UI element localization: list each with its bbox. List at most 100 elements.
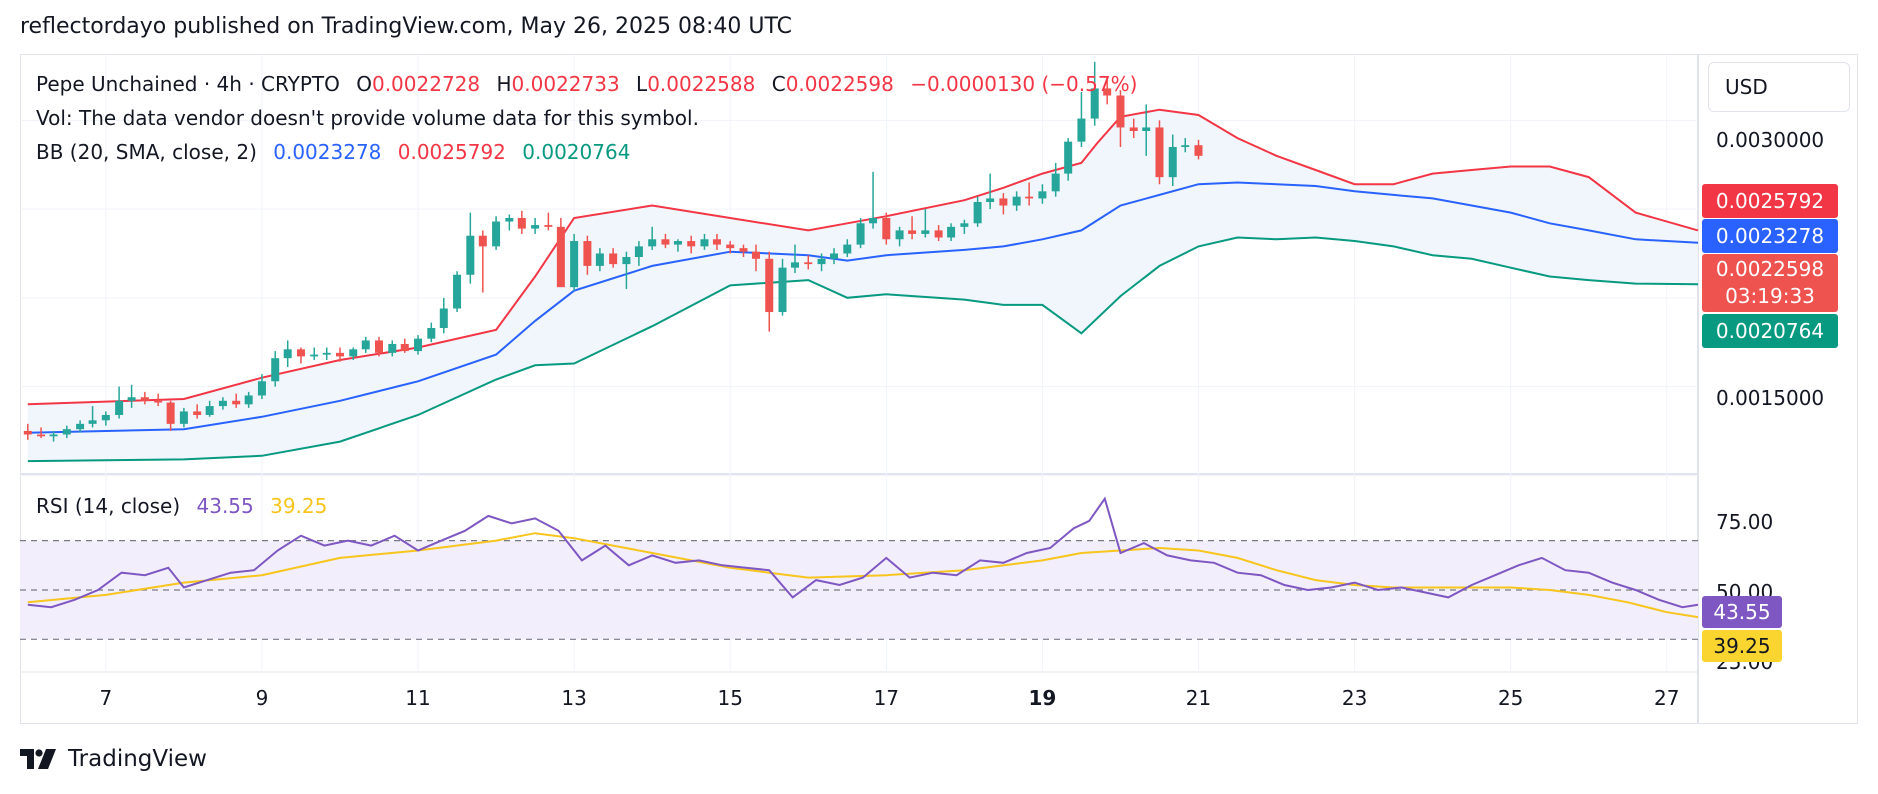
candle-body (1129, 127, 1138, 131)
last-price-value: 0.0022598 (1715, 257, 1825, 281)
candle-body (609, 253, 618, 265)
high-label: H (496, 72, 512, 96)
candle-body (296, 349, 305, 357)
candle-body (492, 221, 501, 247)
candle-body (1155, 127, 1164, 178)
candle-body (921, 230, 930, 234)
candle-body (1103, 88, 1112, 96)
candle-body (751, 251, 760, 259)
bb-upper-value: 0.0025792 (397, 140, 506, 164)
bb-lower-line (27, 236, 1699, 463)
candle-body (49, 434, 58, 437)
legend-volume: Vol: The data vendor doesn't provide vol… (36, 106, 699, 130)
candle-body (1090, 88, 1099, 119)
candle-body (179, 411, 188, 424)
candle-body (882, 217, 891, 240)
time-tick-label: 17 (873, 686, 900, 710)
price-tick-0015: 0.0015000 (1716, 386, 1825, 410)
candle-body (791, 262, 800, 268)
rsi-ma-value: 39.25 (270, 494, 328, 518)
candle-body (166, 402, 175, 424)
candle-body (830, 253, 839, 259)
rsi-line (27, 496, 1699, 609)
candle-body (478, 235, 487, 247)
candle-body (1025, 196, 1034, 199)
chart-frame (20, 54, 1858, 724)
close-value: 0.0022598 (785, 72, 894, 96)
candle-body (400, 343, 409, 352)
candle-body (271, 358, 280, 382)
candle-body (1168, 146, 1177, 178)
candle-body (648, 239, 657, 247)
candle-body (257, 381, 266, 396)
bb-upper-price-tag: 0.0025792 (1702, 184, 1838, 218)
candle-body (1012, 196, 1021, 206)
open-label: O (356, 72, 372, 96)
candle-body (765, 258, 774, 313)
candle-body (1142, 127, 1151, 131)
low-label: L (636, 72, 648, 96)
rsi-tick-75: 75.00 (1716, 510, 1774, 534)
candle-body (908, 230, 917, 234)
publisher-line: reflectordayo published on TradingView.c… (20, 14, 792, 39)
candle-body (427, 328, 436, 339)
time-tick-label: 23 (1341, 686, 1368, 710)
candle-body (322, 352, 331, 355)
candle-body (23, 430, 32, 435)
time-tick-label: 19 (1028, 686, 1057, 710)
candle-body (244, 395, 253, 405)
candle-body (140, 397, 149, 401)
candle-body (375, 340, 384, 353)
candle-body (453, 274, 462, 309)
legend-ohlc: Pepe Unchained · 4h · CRYPTO O0.0022728 … (36, 72, 1137, 96)
bb-label[interactable]: BB (20, SMA, close, 2) (36, 140, 257, 164)
candle-body (283, 349, 292, 359)
brand-name: TradingView (68, 746, 207, 772)
rsi-value-tag: 43.55 (1702, 596, 1782, 628)
candle-body (193, 411, 202, 415)
candle-body (232, 400, 241, 405)
bar-countdown: 03:19:33 (1725, 284, 1815, 308)
rsi-panel (20, 496, 1699, 640)
candle-body (115, 400, 124, 415)
candle-body (335, 352, 344, 357)
tradingview-brand[interactable]: TradingView (20, 746, 207, 772)
candle-body (505, 217, 514, 222)
time-tick-label: 21 (1185, 686, 1212, 710)
candle-body (817, 258, 826, 265)
change-value: −0.0000130 (−0.57%) (910, 72, 1138, 96)
candle-body (973, 201, 982, 224)
low-value: 0.0022588 (647, 72, 756, 96)
candle-body (1064, 141, 1073, 174)
candle-body (739, 248, 748, 252)
candle-body (595, 253, 604, 266)
rsi-value: 43.55 (196, 494, 254, 518)
time-tick-label: 25 (1497, 686, 1524, 710)
candle-body (349, 349, 358, 357)
close-label: C (771, 72, 786, 96)
bb-lower-price-tag: 0.0020764 (1702, 314, 1838, 348)
candle-body (154, 400, 163, 403)
bb-basis-price-tag: 0.0023278 (1702, 219, 1838, 253)
candle-body (414, 338, 423, 352)
candle-body (101, 414, 110, 421)
candle-body (1181, 145, 1190, 147)
high-value: 0.0022733 (511, 72, 620, 96)
candle-body (960, 223, 969, 227)
rsi-label[interactable]: RSI (14, close) (36, 494, 181, 518)
candle-body (1194, 145, 1203, 156)
candle-body (127, 397, 136, 401)
symbol-title[interactable]: Pepe Unchained · 4h · CRYPTO (36, 72, 340, 96)
candle-body (869, 217, 878, 224)
time-tick-label: 11 (405, 686, 431, 710)
rsi-ma-tag: 39.25 (1702, 630, 1782, 662)
candle-body (712, 239, 721, 245)
candle-body (388, 343, 397, 353)
currency-selector[interactable]: USD (1708, 62, 1850, 112)
candle-body (205, 406, 214, 415)
candle-body (88, 420, 97, 424)
candle-body (544, 225, 553, 227)
candle-body (37, 434, 46, 437)
candle-body (1051, 173, 1060, 192)
